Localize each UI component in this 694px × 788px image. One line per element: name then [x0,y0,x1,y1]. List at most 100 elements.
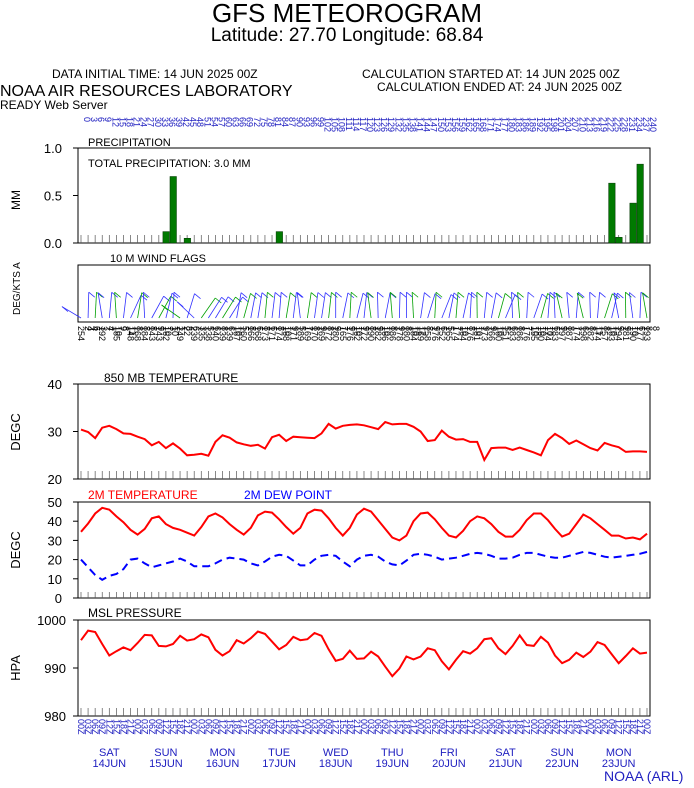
date-label: 16JUN [206,758,240,770]
wind-speed-label: 5 [502,326,512,331]
wind-barb [172,292,175,319]
t2m-legend-temp: 2M TEMPERATURE [88,488,198,502]
forecast-hour-label: 207 [570,117,580,132]
wind-barb [642,292,648,319]
wind-direction-label: 190 [366,326,376,341]
wind-direction-label: 180 [401,326,411,341]
utc-hour-label: 03Z [253,719,263,735]
wind-barb [114,292,117,319]
forecast-hour-label: 150 [436,117,446,132]
wind-direction-label: 169 [317,326,327,341]
forecast-hour-label: 81 [273,117,283,127]
day-of-week-label: SUN [154,747,177,759]
wind-speed-label: 12 [418,326,428,336]
forecast-hour-label: 195 [542,117,552,132]
wind-barb-flag [325,292,332,298]
wind-direction-label: 193 [642,326,652,341]
utc-hour-label: 15Z [394,719,404,735]
wind-barb [469,292,472,319]
wind-direction-label: 176 [430,326,440,341]
forecast-hour-label: 51 [202,117,212,127]
wind-direction-label: 166 [246,326,256,341]
date-label: 18JUN [319,758,353,770]
utc-hour-label: 15Z [338,719,348,735]
wind-barb-flag [406,291,413,298]
wind-direction-label: 249 [175,326,185,341]
wind-speed-label: 9 [290,326,300,331]
wind-direction-label: 169 [416,326,426,341]
wind-direction-label: 171 [288,326,298,341]
utc-hour-label: 18Z [288,719,298,735]
forecast-hour-label: 231 [627,117,637,132]
wind-barb-flag [453,292,461,299]
forecast-hour-label: 93 [301,117,311,127]
wind-barb [611,292,618,319]
mslp-ylabel: HPA [8,655,23,681]
wind-barb-flag [612,293,619,300]
utc-hour-label: 15Z [508,719,518,735]
wind-barb [434,292,437,319]
forecast-hour-label: 159 [457,117,467,132]
wind-speed-label: 10 [382,326,392,336]
forecast-hour-label: 201 [556,117,566,132]
forecast-hour-label: 117 [358,117,368,131]
precip-bar [183,238,191,244]
day-of-week-label: WED [323,747,349,759]
wind-barb-flag [173,291,181,298]
utc-hour-label: 09Z [493,719,503,735]
precip-bar [615,237,623,244]
utc-hour-label: 12Z [557,719,567,735]
wind-barb-flag [547,293,554,299]
forecast-hour-label: 99 [315,117,325,127]
wind-barb-flag [141,292,148,298]
wind-barb-flag [589,291,596,298]
calculation-started: CALCULATION STARTED AT: 14 JUN 2025 00Z [362,67,620,81]
wind-speed-label: 7 [453,326,463,331]
precip-total-label: TOTAL PRECIPITATION: 3.0 MM [88,158,251,170]
forecast-hour-label: 105 [330,117,340,132]
forecast-hour-label: 141 [415,117,425,132]
wind-barb-flag [161,304,168,311]
wind-barb-flag [274,292,282,298]
wind-direction-label: 171 [267,326,277,341]
utc-hour-label: 06Z [260,719,270,735]
utc-hour-label: 12Z [274,719,284,735]
wind-barb [547,292,551,319]
data-initial-time: DATA INITIAL TIME: 14 JUN 2025 00Z [52,67,258,81]
wind-direction-label: 174 [592,326,602,341]
wind-barb-flag [389,292,397,299]
mslp-axis-tick-label: 980 [44,709,66,724]
wind-speed-label: 8 [184,326,194,331]
wind-speed-label: 10 [163,326,173,336]
precip-ylabel: MM [9,190,23,210]
wind-barb-flag [435,291,443,298]
wind-barb [236,292,242,319]
forecast-hour-label: 27 [146,117,156,127]
wind-speed-label: 6 [637,326,647,331]
forecast-hour-label: 36 [167,117,177,127]
precip-axis-tick-label: 0.5 [44,189,62,204]
wind-barb-flag [640,291,648,298]
wind-direction-label: 182 [373,326,383,341]
wind-barb-flag [194,293,201,299]
t2m-axis-tick-label: 40 [48,514,62,529]
forecast-hour-label: 240 [648,117,658,132]
wind-direction-label: 174 [274,326,284,341]
wind-speed-label: 8 [644,326,654,331]
wind-speed-label: 5 [446,326,456,331]
wind-speed-label: 9 [347,326,357,331]
forecast-hour-label: 15 [117,117,127,127]
forecast-hour-label: 45 [188,117,198,127]
utc-hour-label: 15Z [564,719,574,735]
wind-speed-label: 9 [481,326,491,331]
wind-barb [222,296,236,319]
wind-direction-label: 160 [536,326,546,341]
wind-speed-label: 10 [354,326,364,336]
wind-barb-flag [471,291,478,298]
wind-speed-label: 8 [311,326,321,331]
wind-barb [278,292,282,319]
wind-barb [151,295,165,319]
wind-direction-label: 151 [501,326,511,341]
forecast-hour-label: 18 [124,117,134,127]
forecast-hour-label: 66 [238,117,248,127]
